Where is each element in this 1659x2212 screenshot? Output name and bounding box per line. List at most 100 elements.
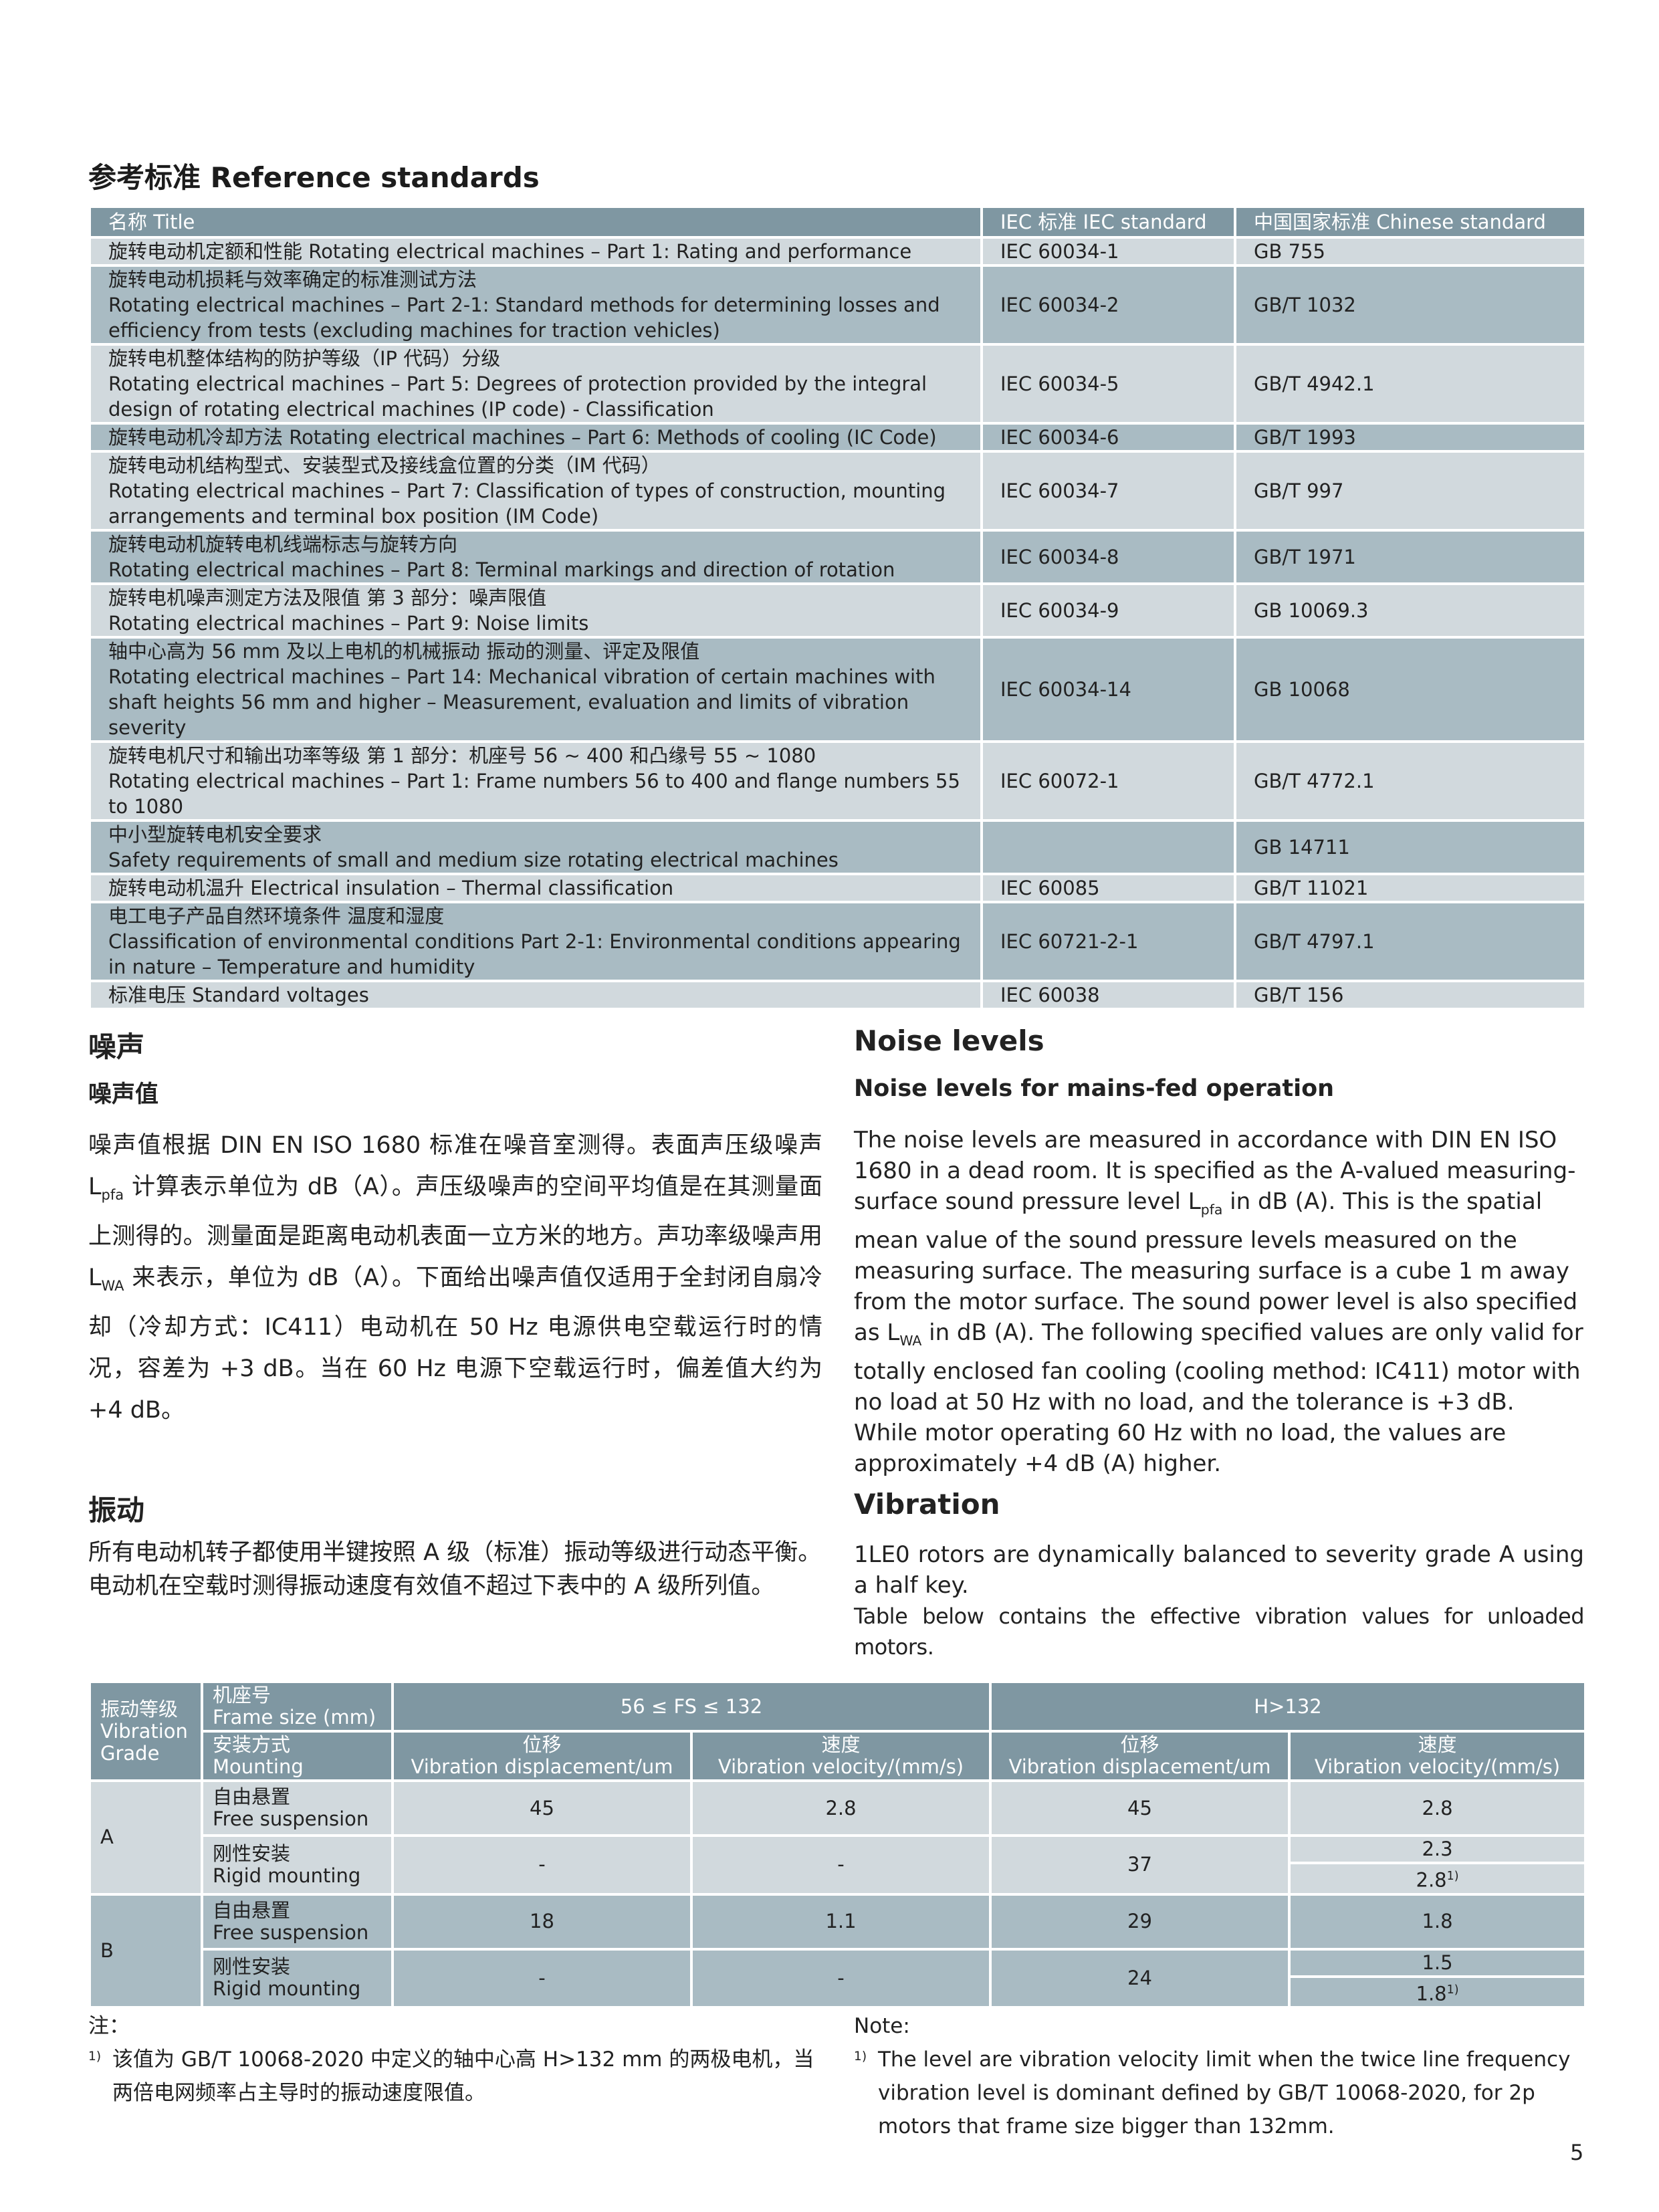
vibration-en-text-2: Table below contains the effective vibra…	[854, 1603, 1585, 1660]
iec-standard: IEC 60085	[980, 873, 1236, 903]
cn-note-text: 该值为 GB/T 10068-2020 中定义的轴中心高 H>132 mm 的两…	[112, 2048, 814, 2105]
standard-title: 旋转电机噪声测定方法及限值 第 3 部分：噪声限值 Rotating electr…	[88, 582, 983, 639]
standard-title: 标准电压 Standard voltages	[88, 980, 983, 1010]
table-row: 旋转电动机损耗与效率确定的标准测试方法 Rotating electrical m…	[88, 264, 1587, 346]
mounting-free: 自由悬置 Free suspension	[201, 1779, 394, 1837]
iec-standard: IEC 60038	[980, 980, 1236, 1010]
gb-standard: GB/T 997	[1234, 450, 1587, 532]
standard-title: 中小型旋转电机安全要求 Safety requirements of small …	[88, 819, 983, 875]
noise-cn-text: 噪声值根据 DIN EN ISO 1680 标准在噪音室测得。表面声压级噪声 L…	[88, 1132, 822, 1424]
gb-standard: GB/T 4772.1	[1234, 740, 1587, 822]
gb-standard: GB/T 156	[1234, 980, 1587, 1010]
gb-standard: GB 14711	[1234, 819, 1587, 875]
value-cell-footnoted: 1.81)	[1288, 1975, 1587, 2009]
gb-standard: GB/T 11021	[1234, 873, 1587, 903]
vibration-cn-heading: 振动	[88, 1494, 145, 1527]
iec-standard: IEC 60034-2	[980, 264, 1236, 346]
vibration-row: A 自由悬置 Free suspension 45 2.8 45 2.8	[88, 1779, 1587, 1896]
value-cell: 45	[391, 1779, 693, 1837]
iec-standard: IEC 60034-8	[980, 529, 1236, 585]
iec-standard	[980, 819, 1236, 875]
vibration-en-text-1: 1LE0 rotors are dynamically balanced to …	[854, 1541, 1584, 1599]
vibration-row: B 自由悬置 Free suspension 18 1.1 29 1.8	[88, 1892, 1587, 2009]
value-cell: 2.8	[1288, 1779, 1587, 1837]
grade-header: 振动等级 Vibration Grade	[88, 1680, 203, 1782]
noise-cn-heading: 噪声	[88, 1030, 145, 1063]
value-cell: -	[391, 1834, 693, 1896]
iec-standard: IEC 60721-2-1	[980, 901, 1236, 982]
value-cell: -	[690, 1834, 992, 1896]
noise-en-text: The noise levels are measured in accorda…	[854, 1127, 1583, 1477]
mounting-free: 自由悬置 Free suspension	[201, 1892, 394, 1951]
vibration-cn-text-2: 电动机在空载时测得振动速度有效值不超过下表中的 A 级所列值。	[88, 1573, 775, 1599]
value-cell: 1.8	[1288, 1892, 1587, 1951]
iec-standard: IEC 60034-5	[980, 343, 1236, 425]
standard-title: 旋转电动机定额和性能 Rotating electrical machines …	[88, 236, 983, 267]
gb-standard: GB/T 1032	[1234, 264, 1587, 346]
table-row: 旋转电动机结构型式、安装型式及接线盒位置的分类（IM 代码） Rotating e…	[88, 450, 1587, 532]
table-row: 轴中心高为 56 mm 及以上电机的机械振动 振动的测量、评定及限值 Rotati…	[88, 636, 1587, 743]
mounting-rigid: 刚性安装 Rigid mounting	[201, 1834, 394, 1896]
iec-standard: IEC 60034-9	[980, 582, 1236, 639]
table-row: 旋转电动机定额和性能 Rotating electrical machines …	[88, 236, 1587, 267]
value-cell: 45	[989, 1779, 1291, 1837]
standard-title: 旋转电动机温升 Electrical insulation – Thermal …	[88, 873, 983, 903]
gb-standard: GB/T 4942.1	[1234, 343, 1587, 425]
vibration-row: 1.81)	[90, 1975, 1587, 2009]
col-title-header: 名称 Title	[88, 205, 983, 239]
reference-standards-table: 名称 Title IEC 标准 IEC standard 中国国家标准 Chin…	[88, 205, 1587, 1010]
value-cell: 24	[989, 1947, 1291, 2009]
gb-standard: GB 10068	[1234, 636, 1587, 743]
standard-title: 旋转电动机结构型式、安装型式及接线盒位置的分类（IM 代码） Rotating e…	[88, 450, 983, 532]
value-cell: -	[391, 1947, 693, 2009]
en-note-text: The level are vibration velocity limit w…	[878, 2048, 1571, 2138]
footnote-mark: 1)	[1446, 1870, 1459, 1883]
standard-title: 旋转电机整体结构的防护等级（IP 代码）分级 Rotating electrica…	[88, 343, 983, 425]
iec-standard: IEC 60072-1	[980, 740, 1236, 822]
value-cell: -	[690, 1947, 992, 2009]
iec-standard: IEC 60034-14	[980, 636, 1236, 743]
vibration-cn-text-1: 所有电动机转子都使用半键按照 A 级（标准）振动等级进行动态平衡。	[88, 1539, 822, 1566]
grade-label: B	[88, 1892, 203, 2009]
frame-size-header: 机座号 Frame size (mm)	[201, 1680, 394, 1733]
gb-standard: GB/T 4797.1	[1234, 901, 1587, 982]
value-cell: 2.8	[690, 1779, 992, 1837]
page-number: 5	[1570, 2140, 1584, 2165]
table-row: 旋转电机尺寸和输出功率等级 第 1 部分：机座号 56 ~ 400 和凸缘号 5…	[88, 740, 1587, 822]
vibration-row: 刚性安装 Rigid mounting - - 37 2.3	[90, 1834, 1587, 1896]
iec-standard: IEC 60034-6	[980, 422, 1236, 453]
gb-standard: GB 10069.3	[1234, 582, 1587, 639]
mounting-rigid: 刚性安装 Rigid mounting	[201, 1947, 394, 2009]
mounting-header: 安装方式 Mounting	[201, 1730, 394, 1782]
table-row: 旋转电机整体结构的防护等级（IP 代码）分级 Rotating electrica…	[88, 343, 1587, 425]
vibration-en-heading: Vibration	[854, 1488, 1000, 1521]
noise-en-heading: Noise levels	[854, 1024, 1044, 1057]
gb-standard: GB/T 1971	[1234, 529, 1587, 585]
group-header-large: H>132	[989, 1680, 1587, 1733]
vibration-row: 刚性安装 Rigid mounting - - 24 1.5	[90, 1947, 1587, 2009]
reference-standards-heading: 参考标准 Reference standards	[88, 161, 540, 194]
vel-header: 速度 Vibration velocity/(mm/s)	[1288, 1730, 1587, 1782]
value-cell: 29	[989, 1892, 1291, 1951]
standard-title: 旋转电机尺寸和输出功率等级 第 1 部分：机座号 56 ~ 400 和凸缘号 5…	[88, 740, 983, 822]
col-iec-header: IEC 标准 IEC standard	[980, 205, 1236, 239]
disp-header: 位移 Vibration displacement/um	[391, 1730, 693, 1782]
grade-label: A	[88, 1779, 203, 1896]
value-cell: 1.1	[690, 1892, 992, 1951]
standard-title: 旋转电动机损耗与效率确定的标准测试方法 Rotating electrical m…	[88, 264, 983, 346]
standard-title: 轴中心高为 56 mm 及以上电机的机械振动 振动的测量、评定及限值 Rotati…	[88, 636, 983, 743]
table-row: 电工电子产品自然环境条件 温度和湿度 Classification of envi…	[88, 901, 1587, 982]
footnote-mark: 1)	[1446, 1983, 1459, 1997]
table-row: 中小型旋转电机安全要求 Safety requirements of small …	[88, 819, 1587, 875]
noise-en-subheading: Noise levels for mains-fed operation	[854, 1075, 1335, 1102]
standard-title: 旋转电动机冷却方法 Rotating electrical machines –…	[88, 422, 983, 453]
vibration-table: 振动等级 Vibration Grade 机座号 Frame size (mm) 56…	[88, 1680, 1587, 2009]
group-header-small: 56 ≤ FS ≤ 132	[391, 1680, 992, 1733]
noise-cn-subheading: 噪声值	[88, 1081, 159, 1108]
gb-standard: GB/T 1993	[1234, 422, 1587, 453]
en-note: Note: 1) The level are vibration velocity…	[854, 2014, 1571, 2138]
value-cell: 18	[391, 1892, 693, 1951]
table-row: 标准电压 Standard voltages IEC 60038 GB/T 156	[88, 980, 1587, 1010]
table-row: 旋转电动机冷却方法 Rotating electrical machines –…	[88, 422, 1587, 453]
table-row: 旋转电机噪声测定方法及限值 第 3 部分：噪声限值 Rotating electr…	[88, 582, 1587, 639]
